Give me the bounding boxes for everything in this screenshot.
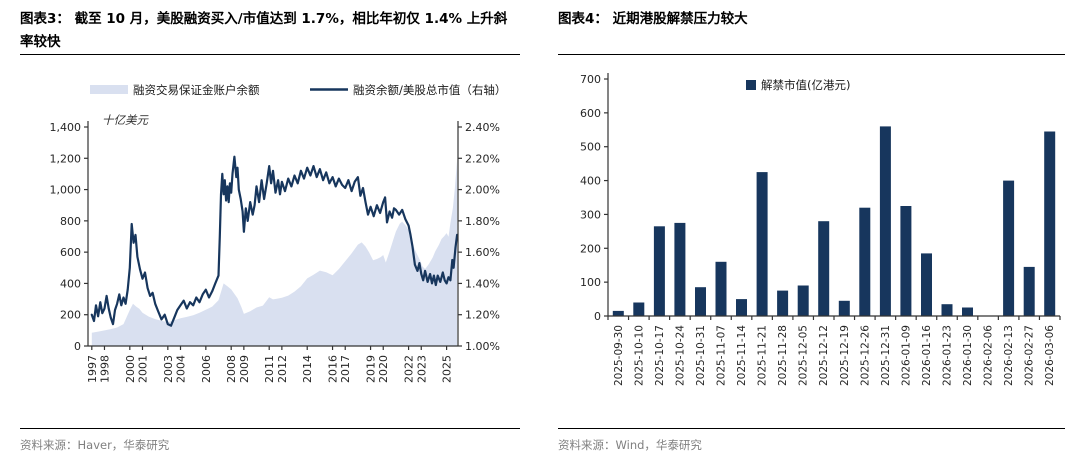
svg-text:2012: 2012: [276, 355, 289, 383]
svg-text:解禁市值(亿港元): 解禁市值(亿港元): [761, 78, 850, 92]
svg-text:2025-10-24: 2025-10-24: [674, 325, 686, 386]
svg-text:2025-12-31: 2025-12-31: [880, 325, 892, 386]
svg-text:2.00%: 2.00%: [465, 184, 500, 197]
svg-text:2025-10-31: 2025-10-31: [695, 325, 707, 386]
figure4-title: 图表4： 近期港股解禁压力较大: [558, 8, 1065, 55]
svg-text:2025-11-07: 2025-11-07: [716, 325, 728, 386]
svg-text:200: 200: [60, 309, 81, 322]
figure4-source: 资料来源：Wind，华泰研究: [558, 428, 1065, 453]
svg-text:1998: 1998: [98, 355, 111, 383]
svg-text:400: 400: [580, 175, 601, 188]
figure3-title: 图表3： 截至 10 月，美股融资买入/市值达到 1.7%，相比年初仅 1.4%…: [20, 8, 520, 55]
svg-text:2006: 2006: [200, 355, 213, 383]
svg-text:0: 0: [74, 340, 81, 353]
svg-text:2020: 2020: [377, 355, 390, 383]
svg-text:2026-03-06: 2026-03-06: [1044, 325, 1056, 386]
svg-text:700: 700: [580, 73, 601, 86]
svg-text:2008: 2008: [225, 355, 238, 383]
svg-text:2004: 2004: [175, 355, 188, 383]
svg-text:2000: 2000: [124, 355, 137, 383]
svg-text:600: 600: [60, 246, 81, 259]
svg-text:2025-11-21: 2025-11-21: [757, 325, 769, 386]
svg-text:2025-09-30: 2025-09-30: [613, 325, 625, 386]
svg-text:2026-02-06: 2026-02-06: [983, 325, 995, 386]
svg-text:2001: 2001: [136, 355, 149, 383]
svg-text:2.20%: 2.20%: [465, 152, 500, 165]
svg-text:2022: 2022: [403, 355, 416, 383]
svg-text:1.00%: 1.00%: [465, 340, 500, 353]
svg-text:300: 300: [580, 208, 601, 221]
svg-text:2025: 2025: [441, 355, 454, 383]
svg-text:2025-12-19: 2025-12-19: [839, 325, 851, 386]
svg-text:1.60%: 1.60%: [465, 246, 500, 259]
svg-text:200: 200: [580, 242, 601, 255]
svg-text:400: 400: [60, 277, 81, 290]
svg-text:1,400: 1,400: [50, 121, 82, 134]
svg-text:2025-12-26: 2025-12-26: [859, 325, 871, 386]
svg-text:0: 0: [594, 310, 601, 323]
svg-text:1.40%: 1.40%: [465, 277, 500, 290]
svg-text:2023: 2023: [415, 355, 428, 383]
svg-text:2011: 2011: [263, 355, 276, 383]
svg-text:十亿美元: 十亿美元: [102, 113, 149, 127]
svg-text:1,000: 1,000: [50, 184, 82, 197]
figure3-margin-chart: 融资交易保证金账户余额 融资余额/美股总市值（右轴） 十亿美元 0 200 400 600 8…: [50, 83, 507, 383]
svg-text:2025-12-12: 2025-12-12: [818, 325, 830, 386]
svg-text:600: 600: [580, 107, 601, 120]
svg-text:2025-10-10: 2025-10-10: [633, 325, 645, 386]
svg-text:2009: 2009: [238, 355, 251, 383]
svg-text:2014: 2014: [301, 355, 314, 383]
figure4-lockup-bar-chart: 解禁市值(亿港元) 0 100 200 300 400 500 600 700 2025-09-3…: [580, 73, 1061, 386]
svg-text:1,200: 1,200: [50, 152, 82, 165]
svg-text:2026-01-09: 2026-01-09: [900, 325, 912, 386]
svg-text:1997: 1997: [86, 355, 99, 383]
svg-text:2026-01-30: 2026-01-30: [962, 325, 974, 386]
svg-text:2019: 2019: [365, 355, 378, 383]
svg-text:融资交易保证金账户余额: 融资交易保证金账户余额: [133, 83, 260, 97]
svg-text:500: 500: [580, 141, 601, 154]
svg-text:800: 800: [60, 215, 81, 228]
svg-text:融资余额/美股总市值（右轴）: 融资余额/美股总市值（右轴）: [353, 83, 506, 97]
figure3-source: 资料来源：Haver，华泰研究: [20, 428, 520, 453]
svg-text:2026-02-13: 2026-02-13: [1003, 325, 1015, 386]
svg-text:2025-12-05: 2025-12-05: [798, 325, 810, 386]
svg-text:2017: 2017: [339, 355, 352, 383]
svg-text:2026-02-27: 2026-02-27: [1024, 325, 1036, 386]
svg-text:2003: 2003: [162, 355, 175, 383]
svg-text:1.80%: 1.80%: [465, 215, 500, 228]
svg-text:2.40%: 2.40%: [465, 121, 500, 134]
svg-text:2026-01-16: 2026-01-16: [921, 325, 933, 386]
svg-text:2025-11-28: 2025-11-28: [777, 325, 789, 386]
svg-text:2026-01-23: 2026-01-23: [942, 325, 954, 386]
svg-text:1.20%: 1.20%: [465, 309, 500, 322]
svg-text:2016: 2016: [327, 355, 340, 383]
svg-text:2025-10-17: 2025-10-17: [654, 325, 666, 386]
svg-text:2025-11-14: 2025-11-14: [736, 325, 748, 386]
svg-text:100: 100: [580, 276, 601, 289]
